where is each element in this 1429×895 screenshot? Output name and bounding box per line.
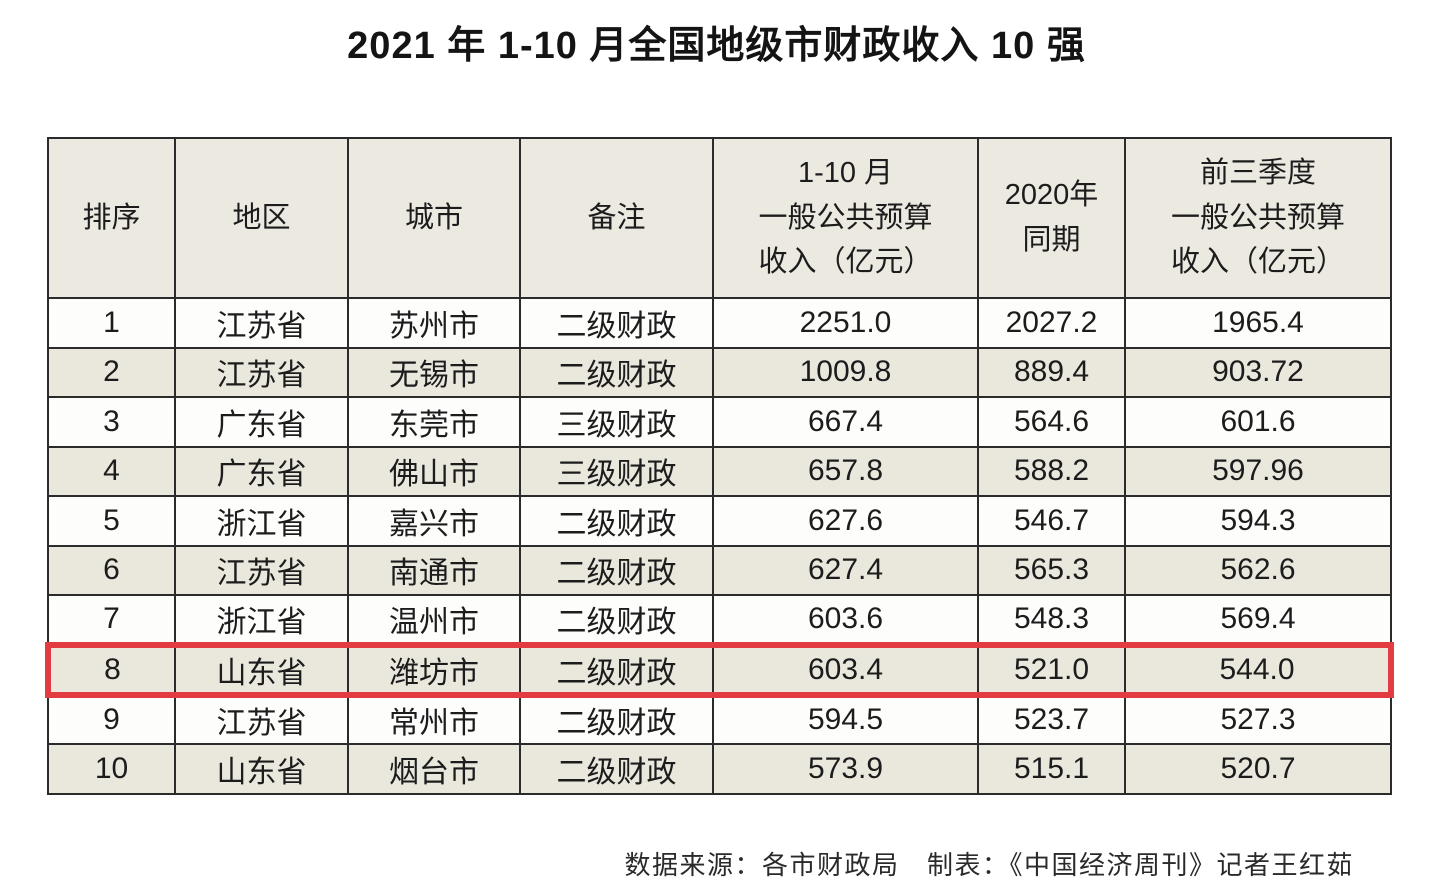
cell-r9-c6: 527.3 bbox=[1124, 693, 1392, 745]
cell-r9-c4: 594.5 bbox=[712, 693, 979, 745]
cell-r10-c1: 山东省 bbox=[174, 743, 349, 795]
cell-r4-c0: 4 bbox=[47, 445, 176, 497]
cell-r6-c3: 二级财政 bbox=[519, 544, 714, 596]
page-title: 2021 年 1-10 月全国地级市财政收入 10 强 bbox=[347, 25, 1086, 67]
cell-r5-c4: 627.6 bbox=[712, 495, 979, 547]
cell-r8-c3: 二级财政 bbox=[519, 641, 714, 698]
cell-r5-c3: 二级财政 bbox=[519, 495, 714, 547]
cell-r9-c2: 常州市 bbox=[347, 693, 521, 745]
cell-r1-c3: 二级财政 bbox=[519, 297, 714, 349]
cell-r3-c2: 东莞市 bbox=[347, 396, 521, 448]
column-header-5: 2020年 同期 bbox=[977, 137, 1126, 299]
cell-r5-c6: 594.3 bbox=[1124, 495, 1392, 547]
table-body: 1 江苏省 苏州市 二级财政 2251.0 2027.2 1965.4 2 江苏省 无锡市 二级财政… bbox=[45, 297, 1394, 795]
cell-r6-c0: 6 bbox=[47, 544, 176, 596]
cell-r3-c1: 广东省 bbox=[174, 396, 349, 448]
cell-r5-c1: 浙江省 bbox=[174, 495, 349, 547]
cell-r2-c5: 889.4 bbox=[977, 346, 1126, 398]
cell-r7-c3: 二级财政 bbox=[519, 594, 714, 646]
cell-r2-c4: 1009.8 bbox=[712, 346, 979, 398]
column-header-6: 前三季度 一般公共预算 收入（亿元） bbox=[1124, 137, 1392, 299]
table-row-rank-1: 1 江苏省 苏州市 二级财政 2251.0 2027.2 1965.4 bbox=[47, 297, 1392, 349]
cell-r1-c0: 1 bbox=[47, 297, 176, 349]
table-row-rank-8: 8 山东省 潍坊市 二级财政 603.4 521.0 544.0 bbox=[45, 641, 1394, 698]
cell-r4-c1: 广东省 bbox=[174, 445, 349, 497]
cell-r4-c2: 佛山市 bbox=[347, 445, 521, 497]
table-row-rank-2: 2 江苏省 无锡市 二级财政 1009.8 889.4 903.72 bbox=[47, 346, 1392, 398]
cell-r9-c3: 二级财政 bbox=[519, 693, 714, 745]
cell-r6-c4: 627.4 bbox=[712, 544, 979, 596]
cell-r2-c1: 江苏省 bbox=[174, 346, 349, 398]
cell-r7-c2: 温州市 bbox=[347, 594, 521, 646]
cell-r8-c1: 山东省 bbox=[174, 641, 349, 698]
table-row-rank-5: 5 浙江省 嘉兴市 二级财政 627.6 546.7 594.3 bbox=[47, 495, 1392, 547]
source-credit: 数据来源：各市财政局 制表：《中国经济周刊》记者王红茹 bbox=[624, 850, 1354, 880]
cell-r8-c0: 8 bbox=[45, 641, 176, 698]
cell-r7-c4: 603.6 bbox=[712, 594, 979, 646]
cell-r9-c5: 523.7 bbox=[977, 693, 1126, 745]
cell-r1-c4: 2251.0 bbox=[712, 297, 979, 349]
cell-r5-c2: 嘉兴市 bbox=[347, 495, 521, 547]
cell-r4-c5: 588.2 bbox=[977, 445, 1126, 497]
cell-r3-c6: 601.6 bbox=[1124, 396, 1392, 448]
cell-r8-c6: 544.0 bbox=[1124, 641, 1394, 698]
cell-r4-c3: 三级财政 bbox=[519, 445, 714, 497]
cell-r6-c2: 南通市 bbox=[347, 544, 521, 596]
cell-r8-c4: 603.4 bbox=[712, 641, 979, 698]
cell-r3-c5: 564.6 bbox=[977, 396, 1126, 448]
cell-r5-c5: 546.7 bbox=[977, 495, 1126, 547]
table-row-rank-10: 10 山东省 烟台市 二级财政 573.9 515.1 520.7 bbox=[47, 743, 1392, 795]
column-header-2: 城市 bbox=[347, 137, 521, 299]
cell-r2-c6: 903.72 bbox=[1124, 346, 1392, 398]
table-row-rank-9: 9 江苏省 常州市 二级财政 594.5 523.7 527.3 bbox=[47, 693, 1392, 745]
table-row-rank-4: 4 广东省 佛山市 三级财政 657.8 588.2 597.96 bbox=[47, 445, 1392, 497]
cell-r8-c5: 521.0 bbox=[977, 641, 1126, 698]
cell-r10-c5: 515.1 bbox=[977, 743, 1126, 795]
cell-r3-c3: 三级财政 bbox=[519, 396, 714, 448]
cell-r6-c1: 江苏省 bbox=[174, 544, 349, 596]
cell-r4-c6: 597.96 bbox=[1124, 445, 1392, 497]
cell-r7-c5: 548.3 bbox=[977, 594, 1126, 646]
cell-r7-c6: 569.4 bbox=[1124, 594, 1392, 646]
cell-r1-c1: 江苏省 bbox=[174, 297, 349, 349]
column-header-3: 备注 bbox=[519, 137, 714, 299]
cell-r2-c0: 2 bbox=[47, 346, 176, 398]
cell-r10-c4: 573.9 bbox=[712, 743, 979, 795]
cell-r10-c2: 烟台市 bbox=[347, 743, 521, 795]
cell-r4-c4: 657.8 bbox=[712, 445, 979, 497]
table-row-rank-3: 3 广东省 东莞市 三级财政 667.4 564.6 601.6 bbox=[47, 396, 1392, 448]
cell-r2-c3: 二级财政 bbox=[519, 346, 714, 398]
column-header-1: 地区 bbox=[174, 137, 349, 299]
table-row-rank-7: 7 浙江省 温州市 二级财政 603.6 548.3 569.4 bbox=[47, 594, 1392, 646]
cell-r10-c0: 10 bbox=[47, 743, 176, 795]
cell-r10-c6: 520.7 bbox=[1124, 743, 1392, 795]
cell-r10-c3: 二级财政 bbox=[519, 743, 714, 795]
cell-r1-c5: 2027.2 bbox=[977, 297, 1126, 349]
cell-r3-c0: 3 bbox=[47, 396, 176, 448]
cell-r8-c2: 潍坊市 bbox=[347, 641, 521, 698]
table-header-row: 排序 地区 城市 备注 1-10 月 一般公共预算 收入（亿元） 2020年 同期 前三季度… bbox=[47, 137, 1392, 299]
cell-r9-c0: 9 bbox=[47, 693, 176, 745]
column-header-0: 排序 bbox=[47, 137, 176, 299]
cell-r6-c6: 562.6 bbox=[1124, 544, 1392, 596]
cell-r3-c4: 667.4 bbox=[712, 396, 979, 448]
table-row-rank-6: 6 江苏省 南通市 二级财政 627.4 565.3 562.6 bbox=[47, 544, 1392, 596]
cell-r9-c1: 江苏省 bbox=[174, 693, 349, 745]
cell-r2-c2: 无锡市 bbox=[347, 346, 521, 398]
fiscal-revenue-table: 排序 地区 城市 备注 1-10 月 一般公共预算 收入（亿元） 2020年 同期 前三季度… bbox=[45, 137, 1394, 795]
cell-r7-c0: 7 bbox=[47, 594, 176, 646]
cell-r6-c5: 565.3 bbox=[977, 544, 1126, 596]
cell-r1-c2: 苏州市 bbox=[347, 297, 521, 349]
cell-r1-c6: 1965.4 bbox=[1124, 297, 1392, 349]
cell-r5-c0: 5 bbox=[47, 495, 176, 547]
column-header-4: 1-10 月 一般公共预算 收入（亿元） bbox=[712, 137, 979, 299]
table-header: 排序 地区 城市 备注 1-10 月 一般公共预算 收入（亿元） 2020年 同期 前三季度… bbox=[47, 137, 1392, 299]
cell-r7-c1: 浙江省 bbox=[174, 594, 349, 646]
